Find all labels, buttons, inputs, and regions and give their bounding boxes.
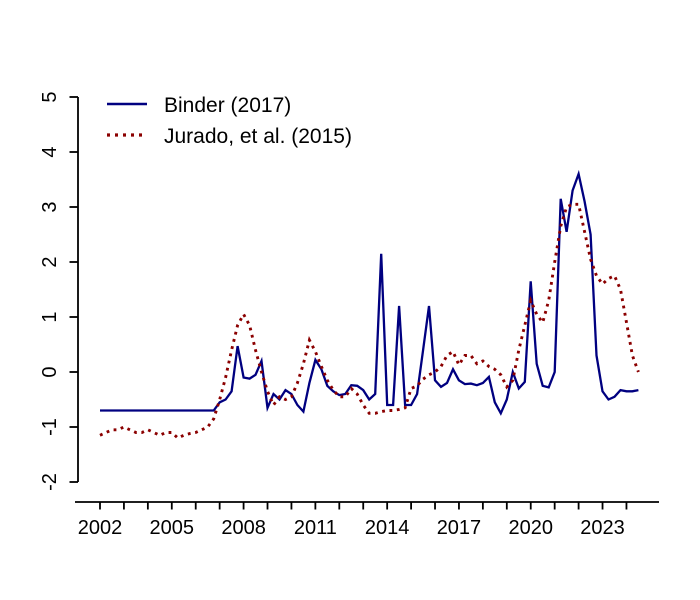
x-tick-label: 2005 [150, 517, 195, 539]
series-line-1 [99, 202, 640, 440]
x-tick-label: 2002 [78, 517, 123, 539]
y-tick-label: 3 [39, 201, 61, 212]
y-tick-label: -1 [39, 418, 61, 436]
y-tick-label: 4 [39, 146, 61, 157]
y-tick-label: 1 [39, 311, 61, 322]
x-tick-label: 2017 [437, 517, 482, 539]
y-axis: -2 -1 0 1 2 3 4 5 [39, 91, 79, 491]
legend: Binder (2017) Jurado, et al. (2015) [107, 94, 352, 148]
series-lines [99, 169, 640, 440]
x-tick-label: 2011 [294, 517, 337, 539]
x-tick-label: 2008 [221, 517, 266, 539]
y-tick-label: 0 [39, 366, 61, 377]
y-tick-label: 2 [39, 256, 61, 267]
y-tick-label: -2 [39, 473, 61, 491]
x-tick-label: 2014 [365, 517, 410, 539]
x-tick-label: 2023 [580, 517, 625, 539]
y-tick-label: 5 [39, 91, 61, 102]
legend-label-jurado: Jurado, et al. (2015) [164, 125, 352, 148]
x-tick-label: 2020 [508, 517, 553, 539]
legend-label-binder: Binder (2017) [164, 94, 291, 117]
x-axis: 2002 2005 2008 2011 2014 2017 2020 2023 [75, 501, 659, 539]
series-line-0 [100, 169, 639, 416]
